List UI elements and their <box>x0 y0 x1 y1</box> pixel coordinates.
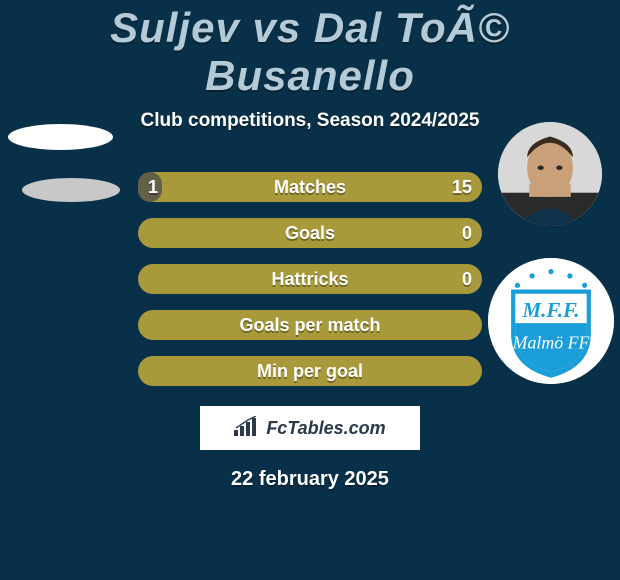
stat-label: Goals <box>138 218 482 248</box>
bar-chart-icon <box>234 416 260 441</box>
svg-text:M.F.F.: M.F.F. <box>521 298 579 322</box>
stats-bars: 115Matches 0Goals 0Hattricks Goals per matc… <box>138 172 482 386</box>
watermark-text: FcTables.com <box>266 418 385 439</box>
stat-label: Hattricks <box>138 264 482 294</box>
stat-label: Goals per match <box>138 310 482 340</box>
stat-label: Min per goal <box>138 356 482 386</box>
right-player-photo <box>498 122 602 226</box>
stat-label: Matches <box>138 172 482 202</box>
stat-row: 0Goals <box>138 218 482 248</box>
watermark: FcTables.com <box>200 406 420 450</box>
stat-row: 0Hattricks <box>138 264 482 294</box>
page-title: Suljev vs Dal ToÃ© Busanello <box>0 0 620 100</box>
left-player-placeholder-2 <box>22 178 120 202</box>
comparison-date: 22 february 2025 <box>0 468 620 491</box>
club-logo: M.F.F. Malmö FF <box>488 258 614 384</box>
stat-row: Goals per match <box>138 310 482 340</box>
left-player-placeholder-1 <box>8 124 113 150</box>
svg-text:Malmö FF: Malmö FF <box>512 332 591 352</box>
stat-row: 115Matches <box>138 172 482 202</box>
stat-row: Min per goal <box>138 356 482 386</box>
